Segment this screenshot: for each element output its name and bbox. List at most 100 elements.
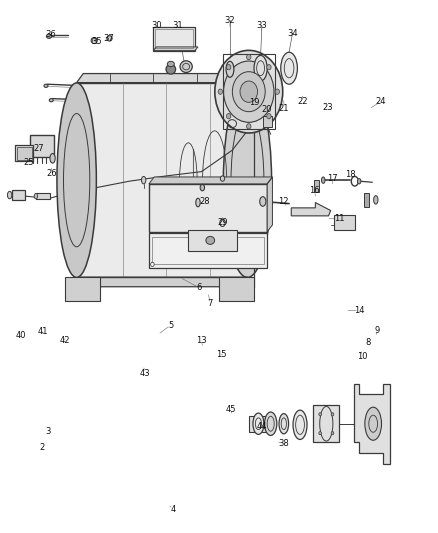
Text: 31: 31: [172, 21, 183, 30]
Text: 35: 35: [91, 37, 102, 46]
Text: 7: 7: [208, 300, 213, 308]
Text: 38: 38: [279, 439, 289, 448]
Bar: [92, 38, 96, 43]
Ellipse shape: [196, 198, 200, 207]
Polygon shape: [354, 384, 390, 464]
Ellipse shape: [141, 176, 146, 184]
Ellipse shape: [166, 64, 176, 74]
Text: 40: 40: [16, 332, 26, 340]
Ellipse shape: [44, 84, 48, 87]
Text: 16: 16: [309, 187, 320, 195]
Text: 11: 11: [334, 214, 345, 223]
Bar: [30, 135, 54, 157]
Ellipse shape: [49, 99, 53, 102]
Bar: [313, 405, 339, 442]
Bar: [223, 54, 275, 129]
Text: 14: 14: [354, 306, 364, 315]
Ellipse shape: [223, 83, 272, 277]
Ellipse shape: [206, 237, 215, 244]
Ellipse shape: [34, 193, 38, 199]
Text: 17: 17: [328, 174, 338, 183]
Text: 12: 12: [279, 197, 289, 206]
Ellipse shape: [218, 89, 223, 94]
Ellipse shape: [50, 154, 55, 163]
Polygon shape: [291, 203, 331, 216]
Polygon shape: [153, 47, 198, 51]
Text: 20: 20: [261, 105, 272, 114]
Ellipse shape: [167, 61, 174, 67]
Text: 37: 37: [103, 34, 114, 43]
Ellipse shape: [374, 196, 378, 204]
Ellipse shape: [151, 262, 154, 266]
Ellipse shape: [247, 124, 251, 129]
Text: 21: 21: [279, 104, 289, 112]
Ellipse shape: [107, 36, 112, 41]
Polygon shape: [77, 277, 254, 287]
Polygon shape: [149, 177, 272, 184]
Ellipse shape: [260, 197, 266, 206]
Bar: [364, 193, 369, 207]
Ellipse shape: [254, 55, 267, 81]
Text: 30: 30: [152, 21, 162, 30]
Text: 25: 25: [23, 158, 34, 167]
Ellipse shape: [7, 191, 12, 199]
Text: 41: 41: [38, 327, 48, 336]
Bar: [149, 233, 267, 268]
Ellipse shape: [319, 413, 321, 416]
Ellipse shape: [226, 64, 231, 70]
Bar: [65, 277, 100, 301]
Ellipse shape: [226, 114, 231, 119]
Text: 8: 8: [365, 338, 371, 346]
Bar: [153, 27, 195, 51]
Text: 10: 10: [357, 352, 368, 360]
Text: 44: 44: [257, 422, 267, 431]
Text: 18: 18: [345, 171, 356, 179]
Polygon shape: [77, 74, 254, 83]
Polygon shape: [267, 177, 272, 232]
Ellipse shape: [319, 432, 321, 435]
Ellipse shape: [232, 72, 265, 112]
Ellipse shape: [357, 179, 361, 184]
Ellipse shape: [365, 407, 381, 440]
Text: 34: 34: [287, 29, 298, 37]
Ellipse shape: [226, 61, 234, 77]
Ellipse shape: [220, 176, 225, 181]
Text: 6: 6: [197, 284, 202, 292]
Text: 43: 43: [139, 369, 150, 377]
Text: 15: 15: [216, 350, 226, 359]
Bar: [314, 180, 319, 192]
Text: 2: 2: [39, 443, 44, 452]
Bar: [17, 147, 32, 160]
Ellipse shape: [223, 61, 274, 123]
Ellipse shape: [321, 177, 325, 183]
Text: 36: 36: [45, 30, 56, 39]
Ellipse shape: [215, 51, 283, 133]
Text: 32: 32: [225, 16, 235, 25]
Bar: [188, 230, 237, 251]
Bar: [334, 215, 355, 230]
Ellipse shape: [57, 83, 96, 277]
Text: 33: 33: [257, 21, 267, 30]
Ellipse shape: [91, 37, 97, 43]
Polygon shape: [77, 83, 247, 277]
Text: 19: 19: [249, 99, 259, 107]
Ellipse shape: [281, 52, 297, 84]
Bar: [36, 193, 50, 199]
Bar: [263, 116, 272, 127]
Text: 4: 4: [170, 505, 176, 513]
Bar: [15, 145, 33, 161]
Bar: [12, 190, 25, 200]
Bar: [219, 277, 254, 301]
Text: 13: 13: [196, 336, 207, 344]
Text: 5: 5: [168, 321, 173, 329]
Ellipse shape: [275, 89, 279, 94]
Bar: [149, 184, 267, 232]
Text: 27: 27: [33, 144, 44, 152]
Ellipse shape: [267, 114, 271, 119]
Ellipse shape: [240, 81, 258, 102]
Ellipse shape: [267, 64, 271, 70]
Bar: [155, 29, 193, 48]
Ellipse shape: [293, 410, 307, 439]
Ellipse shape: [253, 413, 264, 434]
Bar: [249, 416, 268, 432]
